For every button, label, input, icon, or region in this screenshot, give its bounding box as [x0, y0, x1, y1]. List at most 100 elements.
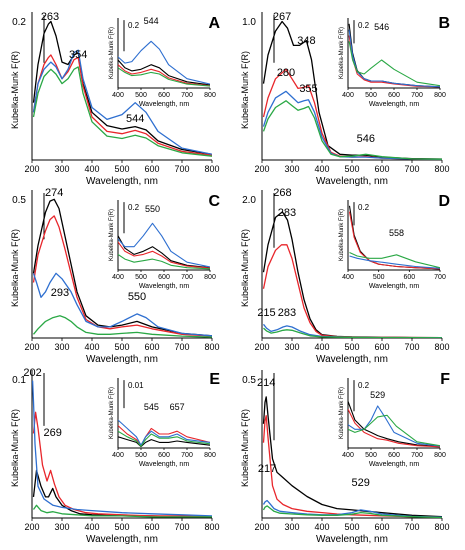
series-line-green [262, 100, 442, 160]
inset-x-tick-label: 800 [434, 92, 446, 99]
inset-series-line-black [118, 59, 210, 86]
inset-series-line-red [118, 64, 210, 87]
inset-peak-label: 550 [145, 204, 160, 214]
inset-x-tick-label: 700 [434, 274, 446, 281]
scale-bar-label: 0.5 [242, 375, 256, 386]
x-axis-label: Wavelength, nm [316, 534, 388, 545]
panel-letter: C [208, 193, 220, 210]
x-tick-label: 800 [434, 164, 449, 174]
inset-x-tick-label: 400 [112, 274, 124, 281]
inset-x-tick-label: 400 [342, 274, 354, 281]
series-group [262, 396, 442, 518]
series-group [32, 20, 212, 157]
panel-a: 200 300 400 500 600 700 800 Wavelength, nm Kubel… [10, 11, 220, 187]
inset-x-tick-label: 600 [388, 92, 400, 99]
inset-x-tick-label: 400 [342, 452, 354, 459]
series-group [262, 211, 442, 338]
y-axis-label: Kubelka-Munk F(R) [240, 409, 250, 487]
x-tick-label: 800 [204, 342, 219, 352]
inset-x-tick-label: 500 [135, 92, 147, 99]
peak-label: 348 [297, 35, 315, 47]
inset-x-tick-label: 400 [342, 92, 354, 99]
inset-x-tick-label: 600 [158, 452, 170, 459]
inset-y-axis-label: Kubelka-Munk F(R) [109, 27, 115, 79]
x-tick-label: 800 [204, 164, 219, 174]
peak-label: 202 [23, 367, 41, 379]
series-line-red [32, 411, 212, 518]
inset-x-tick-label: 600 [158, 274, 170, 281]
x-tick-label: 600 [144, 164, 159, 174]
inset-x-tick-label: 800 [204, 452, 216, 459]
x-axis-label: Wavelength, nm [316, 176, 388, 187]
scale-bar-label: 0.2 [12, 17, 26, 28]
x-tick-label: 300 [54, 164, 69, 174]
inset-series-group [118, 419, 210, 448]
panel-letter: F [440, 371, 450, 388]
peak-label: 544 [126, 113, 144, 125]
peak-label: 268 [273, 187, 291, 199]
y-axis-label: Kubelka-Munk F(R) [240, 229, 250, 307]
series-line-green [262, 505, 442, 518]
inset-scale-bar-label: 0.2 [358, 21, 370, 30]
inset-b: 400 500 600 700 800 Wavelength, nm Kubelka-Mun… [339, 18, 446, 108]
x-axis-label: Wavelength, nm [86, 354, 158, 365]
peak-label: 355 [299, 83, 317, 95]
inset-series-line-red [348, 211, 440, 270]
scale-bar-label: 0.5 [12, 195, 26, 206]
x-tick-label: 600 [374, 164, 389, 174]
inset-series-line-green [118, 67, 210, 87]
peak-label: 217 [258, 463, 276, 475]
x-tick-label: 200 [254, 342, 269, 352]
inset-x-axis-label: Wavelength, nm [369, 101, 419, 108]
inset-series-group [348, 23, 440, 88]
peak-label: 354 [69, 49, 87, 61]
inset-series-line-green [349, 251, 440, 269]
inset-peak-label: 545 [144, 402, 159, 412]
inset-y-axis-label: Kubelka-Munk F(R) [339, 209, 345, 261]
inset-a: 400 500 600 700 800 Wavelength, nm Kubelka-Mun… [109, 16, 216, 108]
panel-b: 200 300 400 500 600 700 800 Wavelength, nm Kubel… [240, 11, 450, 187]
x-tick-label: 500 [114, 522, 129, 532]
series-line-green [32, 504, 212, 518]
inset-series-line-blue [348, 29, 440, 88]
x-tick-label: 400 [314, 164, 329, 174]
inset-scale-bar-label: 0.2 [358, 381, 370, 390]
inset-x-tick-label: 800 [204, 274, 216, 281]
inset-series-line-green [348, 414, 440, 447]
peak-label: 546 [357, 133, 375, 145]
peak-label: 283 [278, 307, 296, 319]
inset-e: 400 500 600 700 800 Wavelength, nm Kubelka-Mun… [109, 378, 216, 468]
peak-label: 280 [277, 67, 295, 79]
series-line-blue [262, 323, 442, 338]
inset-series-line-red [348, 35, 440, 88]
x-tick-label: 200 [24, 522, 39, 532]
inset-x-tick-label: 500 [135, 452, 147, 459]
inset-scale-bar-label: 0.2 [128, 21, 140, 30]
inset-peak-label: 529 [370, 390, 385, 400]
scale-bar-label: 0.1 [12, 375, 26, 386]
x-tick-label: 300 [284, 522, 299, 532]
series-line-green [32, 66, 212, 157]
x-tick-label: 200 [24, 164, 39, 174]
series-line-blue [262, 90, 442, 160]
inset-series-line-black [348, 401, 440, 447]
x-tick-label: 400 [84, 522, 99, 532]
series-line-black [32, 469, 212, 518]
inset-series-line-red [118, 425, 210, 447]
series-line-red [262, 68, 442, 160]
peak-label: 529 [352, 477, 370, 489]
inset-x-tick-label: 600 [158, 92, 170, 99]
x-tick-label: 600 [374, 522, 389, 532]
peak-label: 263 [41, 11, 59, 23]
x-tick-label: 600 [144, 342, 159, 352]
x-tick-label: 600 [374, 342, 389, 352]
inset-x-tick-label: 600 [388, 452, 400, 459]
peak-label: 267 [273, 11, 291, 23]
panel-letter: D [438, 193, 450, 210]
inset-x-tick-label: 800 [204, 92, 216, 99]
panel-e: 200 300 400 500 600 700 800 Wavelength, nm Kubel… [10, 367, 220, 545]
peak-label: 550 [128, 291, 146, 303]
inset-y-axis-label: Kubelka-Munk F(R) [109, 209, 115, 261]
inset-series-group [348, 205, 440, 270]
inset-series-line-black [118, 436, 210, 448]
